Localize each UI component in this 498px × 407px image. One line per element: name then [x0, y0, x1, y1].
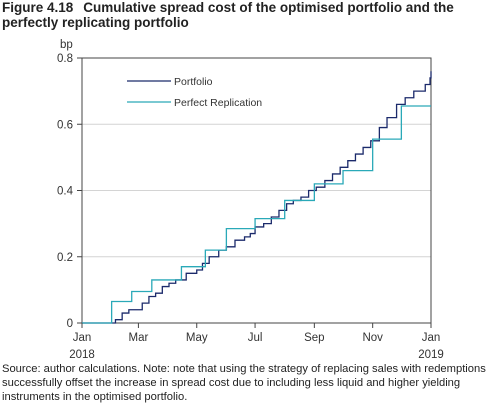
x-tick-label: May [186, 332, 208, 344]
x-tick-year-label: 2019 [418, 349, 444, 360]
y-tick-label: 0.2 [57, 252, 73, 264]
x-tick-label: Jan [73, 332, 92, 344]
legend-label: Perfect Replication [174, 97, 262, 109]
series-line-perfect-replication [82, 105, 431, 324]
series-layer [82, 71, 432, 324]
line-chart: bp 0 0.2 0.4 0.6 0.8 Jan 2018 Mar May Jul Sep Nov Ja… [57, 39, 444, 360]
legend-label: Portfolio [174, 76, 213, 88]
y-tick-label: 0 [67, 318, 73, 330]
x-tick-year-label: 2018 [69, 349, 95, 360]
figure-number: Figure 4.18 [2, 0, 74, 15]
y-tick-label: 0.6 [57, 119, 73, 131]
y-axis-unit-label: bp [60, 39, 73, 51]
x-tick-label: Jul [248, 332, 263, 344]
legend: Portfolio Perfect Replication [127, 76, 262, 109]
x-tick-label: Mar [129, 332, 149, 344]
series-line-portfolio [82, 71, 432, 324]
x-tick-label: Jan [422, 332, 441, 344]
y-tick-label: 0.8 [57, 53, 73, 65]
figure-title: Cumulative spread cost of the optimised … [2, 0, 454, 30]
figure-title-block: Figure 4.18 Cumulative spread cost of the… [2, 0, 496, 30]
source-note: Source: author calculations. Note: note … [2, 363, 486, 404]
y-tick-label: 0.4 [57, 186, 74, 198]
x-tick-label: Nov [362, 332, 383, 344]
axes: bp 0 0.2 0.4 0.6 0.8 Jan 2018 Mar May Jul Sep Nov Ja… [57, 39, 444, 360]
x-tick-label: Sep [304, 332, 324, 344]
gridlines [82, 123, 431, 258]
